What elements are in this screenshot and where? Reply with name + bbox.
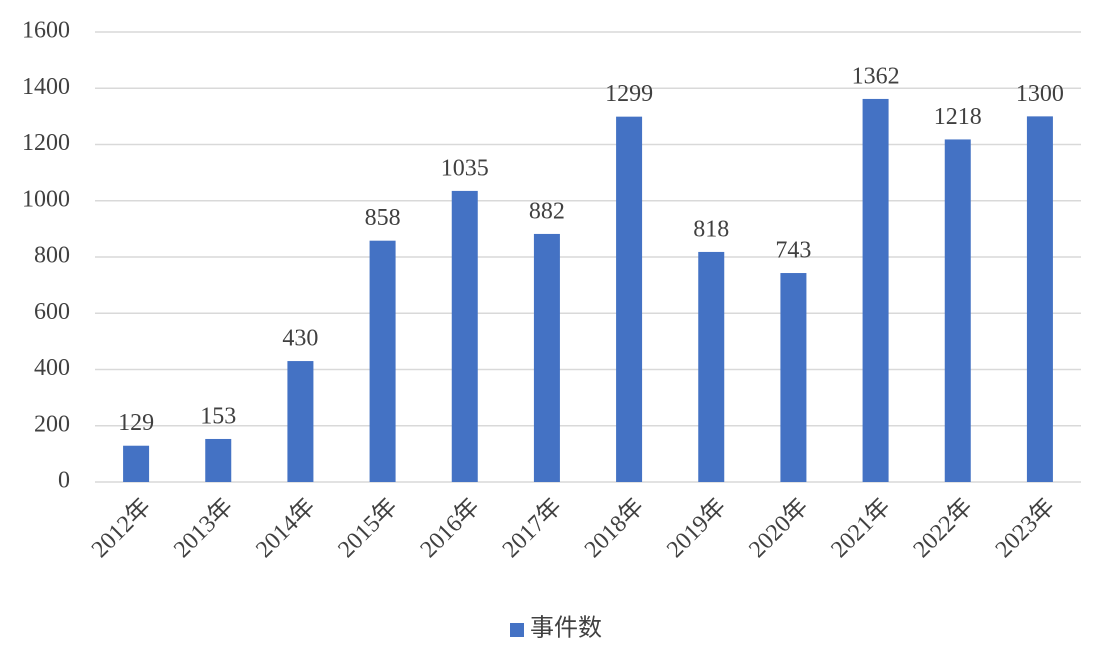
data-label: 1362 <box>852 63 900 89</box>
y-tick-label: 400 <box>34 355 70 381</box>
bar <box>944 139 971 482</box>
data-label: 430 <box>282 326 318 352</box>
x-tick-label: 2017年 <box>497 493 567 563</box>
y-tick-label: 1400 <box>22 74 70 100</box>
y-tick-label: 200 <box>34 411 70 437</box>
x-tick-label: 2016年 <box>415 493 485 563</box>
data-label: 1218 <box>934 104 982 130</box>
bar <box>616 116 643 482</box>
data-label: 743 <box>775 238 811 264</box>
bar <box>862 98 889 482</box>
legend-swatch <box>510 623 524 637</box>
data-label: 1035 <box>441 155 489 181</box>
data-label: 1299 <box>605 81 653 107</box>
x-tick-label: 2021年 <box>826 493 896 563</box>
bar <box>1026 116 1053 482</box>
bar <box>780 273 807 482</box>
y-tick-label: 1200 <box>22 130 70 156</box>
bar <box>123 445 150 482</box>
x-tick-label: 2012年 <box>86 493 156 563</box>
data-label: 858 <box>365 205 401 231</box>
data-label: 153 <box>200 403 236 429</box>
x-tick-label: 2019年 <box>661 493 731 563</box>
y-tick-label: 800 <box>34 243 70 269</box>
y-tick-label: 1600 <box>22 18 70 44</box>
y-tick-label: 1000 <box>22 186 70 212</box>
x-tick-label: 2015年 <box>333 493 403 563</box>
y-tick-label: 0 <box>58 468 70 494</box>
x-tick-label: 2023年 <box>990 493 1060 563</box>
data-label: 129 <box>118 410 154 436</box>
bar <box>698 251 725 482</box>
bar <box>287 361 314 482</box>
bar <box>533 233 560 482</box>
legend-label: 事件数 <box>530 615 602 642</box>
bar <box>369 240 396 482</box>
x-tick-label: 2020年 <box>744 493 814 563</box>
x-tick-label: 2022年 <box>908 493 978 563</box>
data-label: 818 <box>693 216 729 242</box>
x-tick-label: 2013年 <box>168 493 238 563</box>
bar <box>451 190 478 482</box>
data-label: 1300 <box>1016 81 1064 107</box>
y-tick-label: 600 <box>34 299 70 325</box>
data-label: 882 <box>529 198 565 224</box>
x-tick-label: 2018年 <box>579 493 649 563</box>
x-tick-label: 2014年 <box>251 493 321 563</box>
bar <box>205 438 232 482</box>
